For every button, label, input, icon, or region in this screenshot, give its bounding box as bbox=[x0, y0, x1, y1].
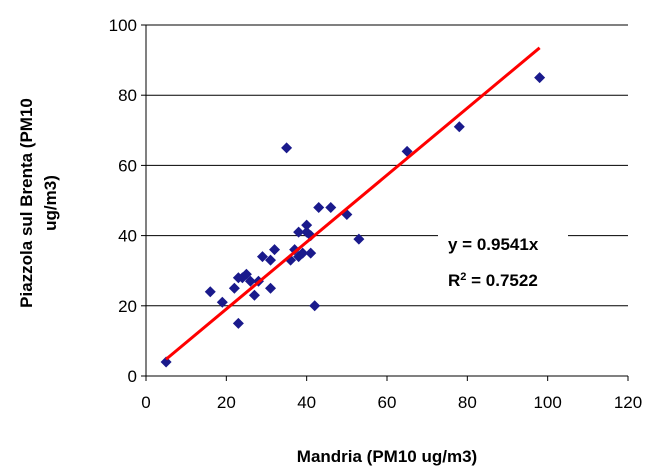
data-point-17 bbox=[289, 244, 301, 256]
y-axis-title-line-1: Piazzola sul Brenta (PM10 bbox=[17, 98, 36, 308]
data-point-4 bbox=[232, 317, 244, 329]
data-point-1 bbox=[204, 286, 216, 298]
data-point-9 bbox=[248, 289, 260, 301]
y-tick-label-80: 80 bbox=[118, 86, 137, 105]
trendline-equation: y = 0.9541x R2 = 0.7522 bbox=[438, 228, 568, 298]
x-tick-label-120: 120 bbox=[614, 393, 642, 412]
r-squared-text: R2 = 0.7522 bbox=[448, 271, 538, 290]
x-tick-label-20: 20 bbox=[217, 393, 236, 412]
data-point-29 bbox=[353, 233, 365, 245]
trendline bbox=[165, 46, 541, 361]
y-tick-label-20: 20 bbox=[118, 297, 137, 316]
data-point-14 bbox=[269, 244, 281, 256]
x-tick-label-100: 100 bbox=[533, 393, 561, 412]
data-point-25 bbox=[309, 300, 321, 312]
x-tick-label-80: 80 bbox=[458, 393, 477, 412]
equation-background bbox=[438, 228, 568, 298]
data-point-3 bbox=[228, 282, 240, 294]
y-tick-label-60: 60 bbox=[118, 156, 137, 175]
data-point-27 bbox=[325, 202, 337, 214]
y-tick-label-40: 40 bbox=[118, 227, 137, 246]
x-tick-label-40: 40 bbox=[297, 393, 316, 412]
data-points bbox=[160, 72, 546, 368]
data-point-12 bbox=[265, 282, 277, 294]
data-point-32 bbox=[534, 72, 546, 84]
x-tick-label-0: 0 bbox=[141, 393, 150, 412]
data-point-31 bbox=[453, 121, 465, 133]
data-point-19 bbox=[293, 226, 305, 238]
y-tick-label-100: 100 bbox=[109, 16, 137, 35]
data-point-11 bbox=[256, 251, 268, 263]
data-point-2 bbox=[216, 296, 228, 308]
x-tick-label-60: 60 bbox=[378, 393, 397, 412]
equation-text: y = 0.9541x bbox=[448, 235, 539, 254]
r-squared-prefix: R bbox=[448, 271, 460, 290]
data-point-0 bbox=[160, 356, 172, 368]
y-tick-label-0: 0 bbox=[128, 367, 137, 386]
data-point-26 bbox=[313, 202, 325, 214]
data-point-8 bbox=[244, 275, 256, 287]
x-axis-title: Mandria (PM10 ug/m3) bbox=[297, 447, 477, 466]
trendline-line bbox=[165, 46, 541, 361]
axes bbox=[141, 24, 629, 381]
y-axis-title: Piazzola sul Brenta (PM10 ug/m3) bbox=[17, 98, 60, 308]
data-point-23 bbox=[305, 247, 317, 259]
r-squared-value: = 0.7522 bbox=[466, 271, 537, 290]
data-point-15 bbox=[281, 142, 293, 154]
data-point-13 bbox=[265, 254, 277, 266]
tick-labels: 0 20 40 60 80 100 0 20 40 60 80 100 120 bbox=[109, 16, 643, 412]
data-point-7 bbox=[240, 268, 252, 280]
data-point-20 bbox=[297, 247, 309, 259]
y-axis-title-line-2: ug/m3) bbox=[41, 175, 60, 231]
r-squared-superscript: 2 bbox=[460, 271, 466, 283]
data-point-22 bbox=[301, 219, 313, 231]
